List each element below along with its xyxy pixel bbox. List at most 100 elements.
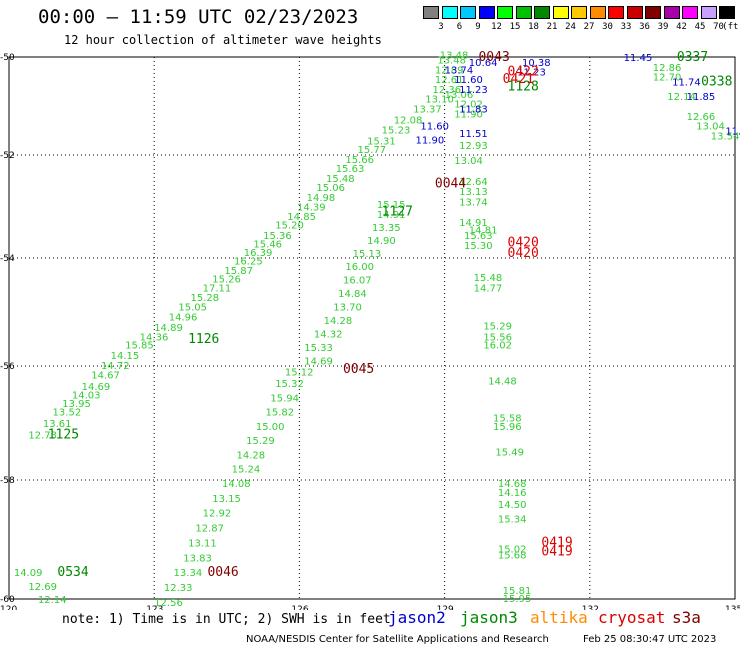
- swh-value: 13.04: [696, 122, 725, 133]
- swh-value: 14.96: [169, 312, 198, 323]
- swh-value: 13.11: [188, 538, 217, 549]
- grid-lines: [9, 57, 735, 599]
- y-tick-label: -52: [0, 151, 15, 161]
- time-labels: 1125 1126 1127 1128 0534 0337 0338 0043 0044 0045…: [48, 50, 733, 580]
- pass-time-label: 0337: [677, 50, 708, 65]
- scale-label: 39: [657, 22, 669, 32]
- scale-label: 33: [620, 22, 632, 32]
- swh-value: 15.29: [483, 322, 512, 333]
- chart-area: 120 123 126 129 132 135 -50 -52 -54 -56 -58 -60 12.…: [0, 50, 740, 610]
- swh-value: 15.48: [326, 174, 355, 185]
- swh-value: 12.61: [435, 75, 464, 86]
- scale-swatch: [423, 6, 439, 19]
- swh-value: 12.69: [28, 582, 57, 593]
- swh-value: 14.90: [367, 236, 396, 247]
- swh-value: 12.36: [433, 85, 462, 96]
- swh-value: 11.60: [420, 122, 449, 133]
- swh-value: 16.39: [244, 248, 273, 259]
- swh-value: 15.87: [224, 266, 253, 277]
- swh-value: 15.06: [316, 183, 345, 194]
- swh-value: 13.54: [711, 131, 740, 142]
- data-points: 12.7313.6113.5213.9514.0314.6914.6714.72…: [14, 51, 740, 609]
- swh-value: 13.13: [459, 187, 488, 198]
- swh-value: 15.82: [266, 408, 295, 419]
- swh-value: 15.32: [275, 379, 304, 390]
- swh-value: 14.67: [91, 371, 120, 382]
- swh-value: 16.25: [234, 257, 263, 268]
- legend-altika: altika: [530, 608, 588, 627]
- swh-value: 14.69: [82, 382, 111, 393]
- swh-value: 15.12: [285, 368, 314, 379]
- swh-value: 11.83: [459, 104, 488, 115]
- scale-swatch: [497, 6, 513, 19]
- scale-label: 9: [475, 22, 481, 32]
- scale-swatch: [645, 6, 661, 19]
- swh-value: 16.00: [345, 262, 374, 273]
- swh-value: 11.90: [454, 109, 483, 120]
- scale-swatch: [441, 6, 458, 19]
- swh-value: 12.93: [459, 141, 488, 152]
- x-tick-label: 135: [725, 605, 740, 610]
- scale-label: 3: [438, 22, 444, 32]
- timestamp-text: Feb 25 08:30:47 UTC 2023: [583, 634, 717, 645]
- scale-swatch: [626, 6, 643, 19]
- swh-value: 15.68: [498, 550, 527, 561]
- scale-label: 15: [509, 22, 521, 32]
- pass-time-label: 0534: [57, 565, 88, 580]
- swh-value: 13.06: [445, 90, 474, 101]
- legend-jason2: jason2: [388, 608, 446, 627]
- scale-swatch: [552, 6, 569, 19]
- swh-value: 14.15: [111, 351, 140, 362]
- swh-value: 12.08: [394, 116, 423, 127]
- pass-time-label: 1127: [382, 205, 413, 220]
- y-tick-label: -58: [0, 476, 15, 486]
- swh-value: 15.94: [270, 393, 299, 404]
- swh-value: 11.45: [624, 53, 653, 64]
- swh-value: 13.70: [333, 303, 362, 314]
- scale-label: 12: [491, 22, 502, 32]
- swh-value: 14.28: [236, 450, 265, 461]
- swh-value: 13.74: [459, 197, 488, 208]
- swh-value: 15.26: [212, 275, 241, 286]
- swh-value: 14.68: [498, 479, 527, 490]
- swh-value: 12.66: [687, 112, 716, 123]
- pass-time-label: 1128: [508, 79, 539, 94]
- x-tick-label: 129: [437, 605, 454, 610]
- pass-time-label: 0046: [207, 565, 238, 580]
- swh-value: 13.48: [437, 55, 466, 66]
- swh-value: 13.15: [212, 494, 241, 505]
- swh-value: 11.23: [459, 85, 488, 96]
- swh-value: 11.23: [517, 68, 546, 79]
- swh-value: 12.73: [28, 430, 57, 441]
- swh-value: 14.39: [297, 203, 326, 214]
- pass-time-label: 0421: [503, 72, 534, 87]
- swh-value: 14.72: [101, 361, 130, 372]
- y-tick-label: -50: [0, 53, 15, 63]
- swh-value: 16.07: [343, 276, 372, 287]
- legend-jason3: jason3: [460, 608, 518, 627]
- swh-value: 10.64: [469, 58, 498, 69]
- swh-value: 14.85: [287, 212, 316, 223]
- swh-value: 14.89: [154, 323, 183, 334]
- swh-value: 14.03: [72, 391, 101, 402]
- scale-swatch: [478, 6, 495, 19]
- scale-unit: (ft): [722, 22, 740, 32]
- swh-value: 15.95: [503, 594, 532, 605]
- x-tick-label: 132: [582, 605, 599, 610]
- swh-value: 14.81: [469, 226, 498, 237]
- swh-value: 14.50: [498, 500, 527, 511]
- swh-value: 15.81: [503, 586, 532, 597]
- swh-value: 12.89: [435, 65, 464, 76]
- scale-swatch: [460, 6, 476, 19]
- scale-swatch: [571, 6, 587, 19]
- swh-value: 15.15: [377, 200, 406, 211]
- plot-frame: [8, 56, 736, 600]
- swh-value: 14.08: [222, 479, 251, 490]
- scale-swatch: [608, 6, 624, 19]
- swh-value: 13.04: [454, 156, 483, 167]
- swh-value: 15.63: [464, 231, 493, 242]
- pass-time-label: 1126: [188, 332, 219, 347]
- pass-time-label: 0045: [343, 362, 374, 377]
- swh-value: 11.51: [459, 129, 488, 140]
- y-tick-label: -54: [0, 254, 15, 264]
